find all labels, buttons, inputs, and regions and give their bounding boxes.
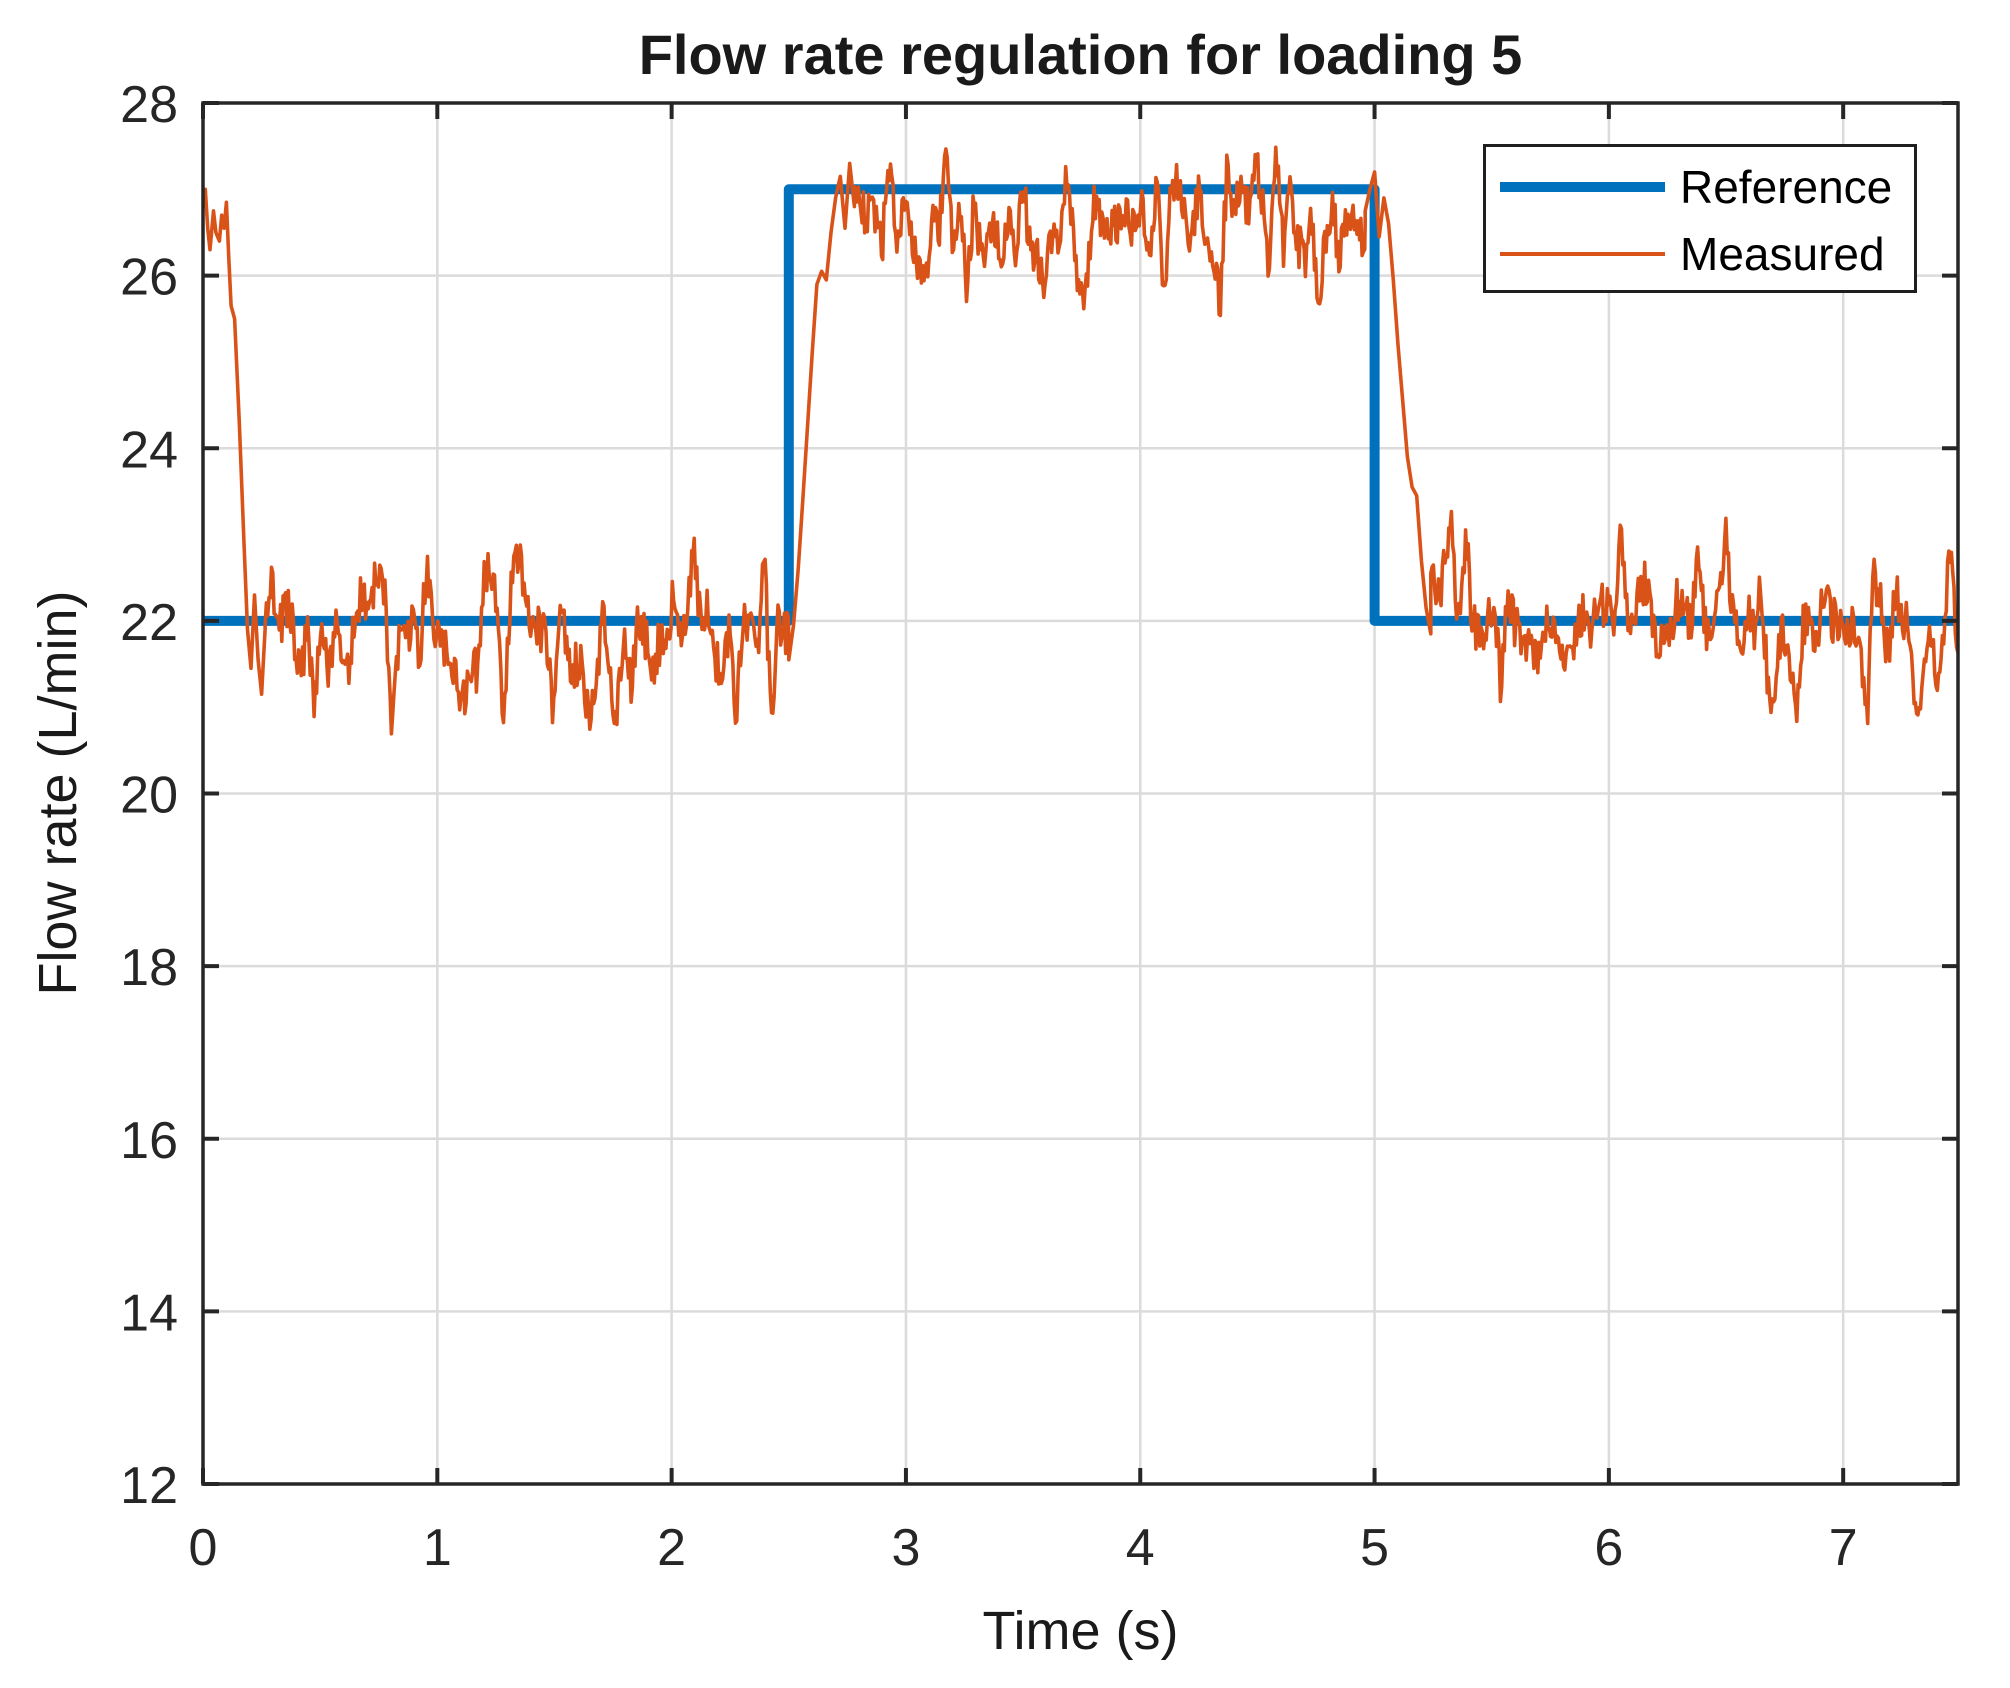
x-tick-label: 5 bbox=[1360, 1519, 1389, 1577]
legend-label-reference: Reference bbox=[1680, 161, 1893, 213]
y-axis-label: Flow rate (L/min) bbox=[28, 590, 88, 996]
legend-item-reference: Reference bbox=[1500, 160, 1906, 214]
x-tick-label: 3 bbox=[891, 1519, 920, 1577]
measured-line bbox=[203, 145, 1958, 736]
y-tick-label: 26 bbox=[120, 249, 178, 307]
y-tick-label: 28 bbox=[120, 76, 178, 134]
grid bbox=[201, 101, 1958, 1486]
y-tick-label: 12 bbox=[120, 1457, 178, 1515]
legend-item-measured: Measured bbox=[1500, 227, 1906, 281]
x-tick-label: 6 bbox=[1594, 1519, 1623, 1577]
figure-title: Flow rate regulation for loading 5 bbox=[638, 23, 1523, 86]
y-tick-label: 14 bbox=[120, 1284, 178, 1342]
y-tick-label: 20 bbox=[120, 767, 178, 825]
x-tick-label: 2 bbox=[657, 1519, 686, 1577]
legend-label-measured: Measured bbox=[1680, 228, 1885, 280]
x-tick-label: 1 bbox=[423, 1519, 452, 1577]
y-tick-label: 18 bbox=[120, 939, 178, 997]
y-tick-label: 22 bbox=[120, 594, 178, 652]
legend-swatch-measured-line bbox=[1500, 252, 1665, 256]
legend-swatch-reference-line bbox=[1500, 182, 1665, 192]
y-tick-label: 16 bbox=[120, 1112, 178, 1170]
tick-marks bbox=[201, 101, 1958, 1486]
x-tick-label: 0 bbox=[189, 1519, 218, 1577]
x-tick-label: 4 bbox=[1126, 1519, 1155, 1577]
x-axis-label: Time (s) bbox=[982, 1601, 1179, 1661]
y-tick-label: 24 bbox=[120, 421, 178, 479]
x-tick-label: 7 bbox=[1829, 1519, 1858, 1577]
legend: Reference Measured bbox=[1483, 144, 1917, 293]
